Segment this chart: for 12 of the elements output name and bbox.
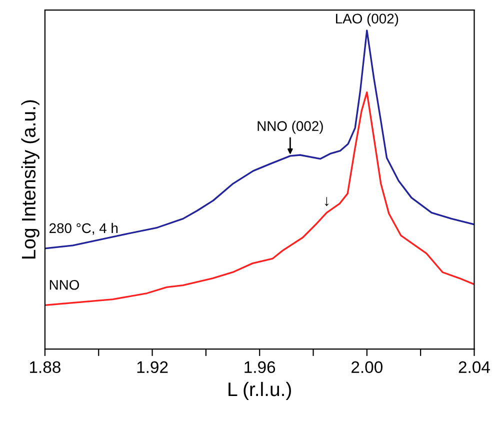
annotation: ↓ bbox=[324, 197, 328, 206]
series-label: 280 °C, 4 h bbox=[50, 222, 118, 235]
x-tick-label: 2.04 bbox=[458, 361, 490, 374]
annotation: NNO (002) bbox=[258, 120, 323, 134]
x-tick-label: 1.88 bbox=[30, 361, 60, 374]
text: 2.00 bbox=[352, 361, 382, 374]
x-tick-label: 1.92 bbox=[137, 361, 168, 374]
annotation: LAO (002) bbox=[336, 13, 398, 26]
x-axis-title: L (r.l.u.) bbox=[228, 382, 291, 400]
y-axis-title: Log Intensity (a.u.) bbox=[21, 100, 40, 258]
series-label: NNO bbox=[50, 280, 80, 290]
x-tick-label: 1.96 bbox=[244, 361, 276, 374]
